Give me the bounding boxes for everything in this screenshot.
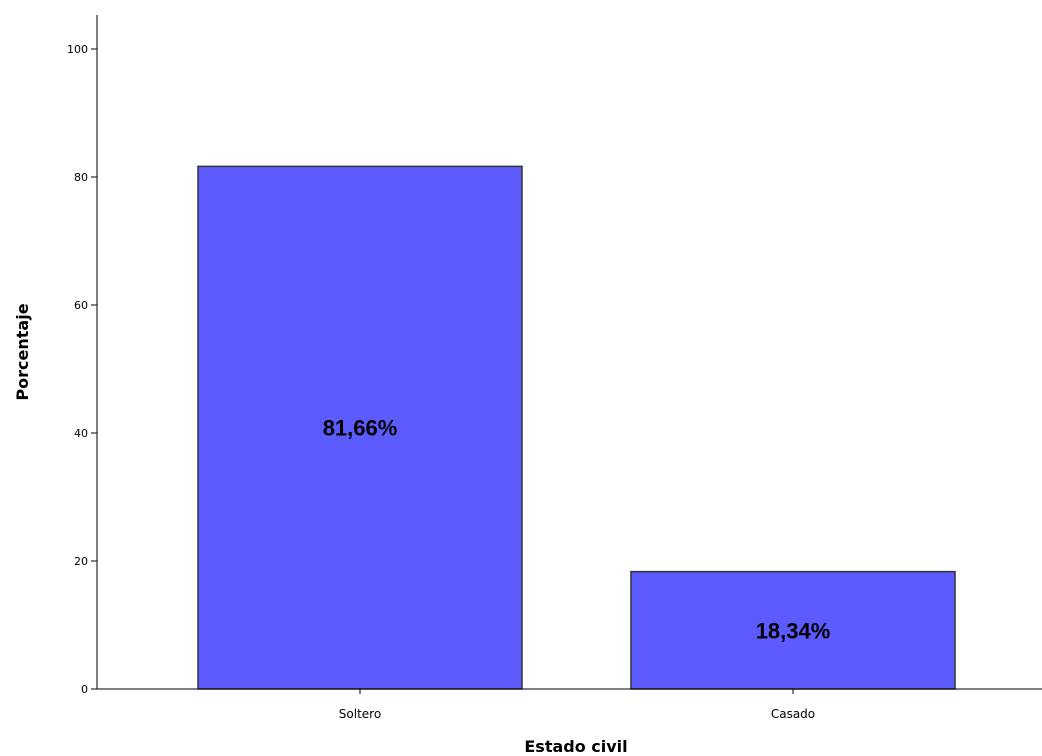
x-axis-ticks: Soltero Casado [339, 689, 815, 721]
bar-soltero [197, 165, 523, 690]
y-axis-title: Porcentaje [13, 303, 32, 400]
y-axis-ticks: 0 20 40 60 80 100 [67, 43, 97, 696]
x-tick-label: Soltero [339, 707, 381, 721]
bars: 81,66% 18,34% [197, 165, 956, 690]
bar-data-label: 18,34% [756, 618, 831, 643]
y-tick-label: 100 [67, 43, 88, 56]
x-axis-title: Estado civil [524, 737, 627, 756]
bar-data-label: 81,66% [323, 416, 398, 441]
bar-casado [630, 570, 956, 690]
y-tick-label: 40 [74, 427, 88, 440]
x-tick-label: Casado [771, 707, 815, 721]
y-tick-label: 60 [74, 299, 88, 312]
y-tick-label: 0 [81, 683, 88, 696]
y-tick-label: 20 [74, 555, 88, 568]
y-tick-label: 80 [74, 171, 88, 184]
